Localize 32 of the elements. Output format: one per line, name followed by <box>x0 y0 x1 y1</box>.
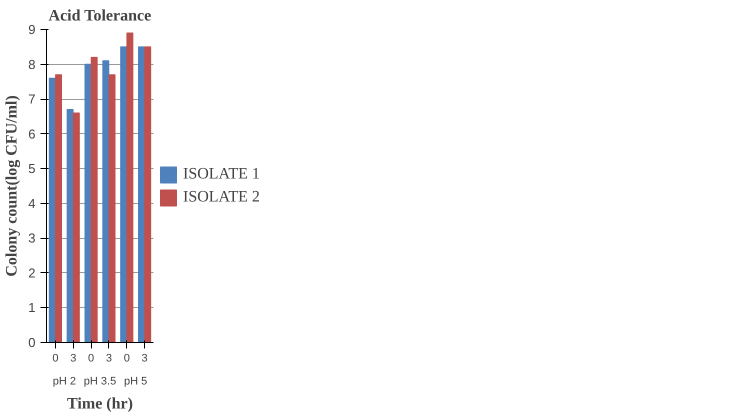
x-tick-label: 3 <box>142 352 148 364</box>
x-tick-label: 0 <box>88 352 94 364</box>
y-tick-label: 2 <box>28 265 36 280</box>
legend-label: ISOLATE 1 <box>183 165 260 183</box>
bar <box>126 32 134 342</box>
y-tick-label: 0 <box>28 335 36 350</box>
bar <box>144 46 152 342</box>
x-tick-label: 0 <box>52 352 58 364</box>
y-tick-label: 8 <box>28 56 36 72</box>
y-tick-label: 1 <box>28 300 36 316</box>
y-tick-label: 3 <box>28 230 36 246</box>
x-tick-label: 3 <box>106 352 112 364</box>
bar <box>66 108 74 342</box>
bar <box>108 74 116 342</box>
y-tick-label: 4 <box>28 196 36 211</box>
text: pH 2 <box>52 376 76 388</box>
y-tick-label: 6 <box>28 126 36 142</box>
x-tick-label: 0 <box>124 352 130 364</box>
text: pH 5 <box>124 376 148 388</box>
text: pH 3.5 <box>84 376 116 388</box>
y-tick-label: 9 <box>28 22 36 37</box>
y-tick-label: 7 <box>28 92 36 107</box>
y-tick-label: 5 <box>28 161 36 176</box>
chart-title: Acid Tolerance <box>48 8 152 24</box>
bar <box>120 46 128 342</box>
legend-label: ISOLATE 2 <box>183 188 260 206</box>
x-tick-label: 3 <box>70 352 76 364</box>
bar <box>72 112 80 342</box>
bar <box>90 56 98 342</box>
y-axis-title: Colony count(log CFU/ml) <box>3 95 20 277</box>
bar <box>55 74 62 342</box>
x-axis-title: Time (hr) <box>67 396 133 412</box>
